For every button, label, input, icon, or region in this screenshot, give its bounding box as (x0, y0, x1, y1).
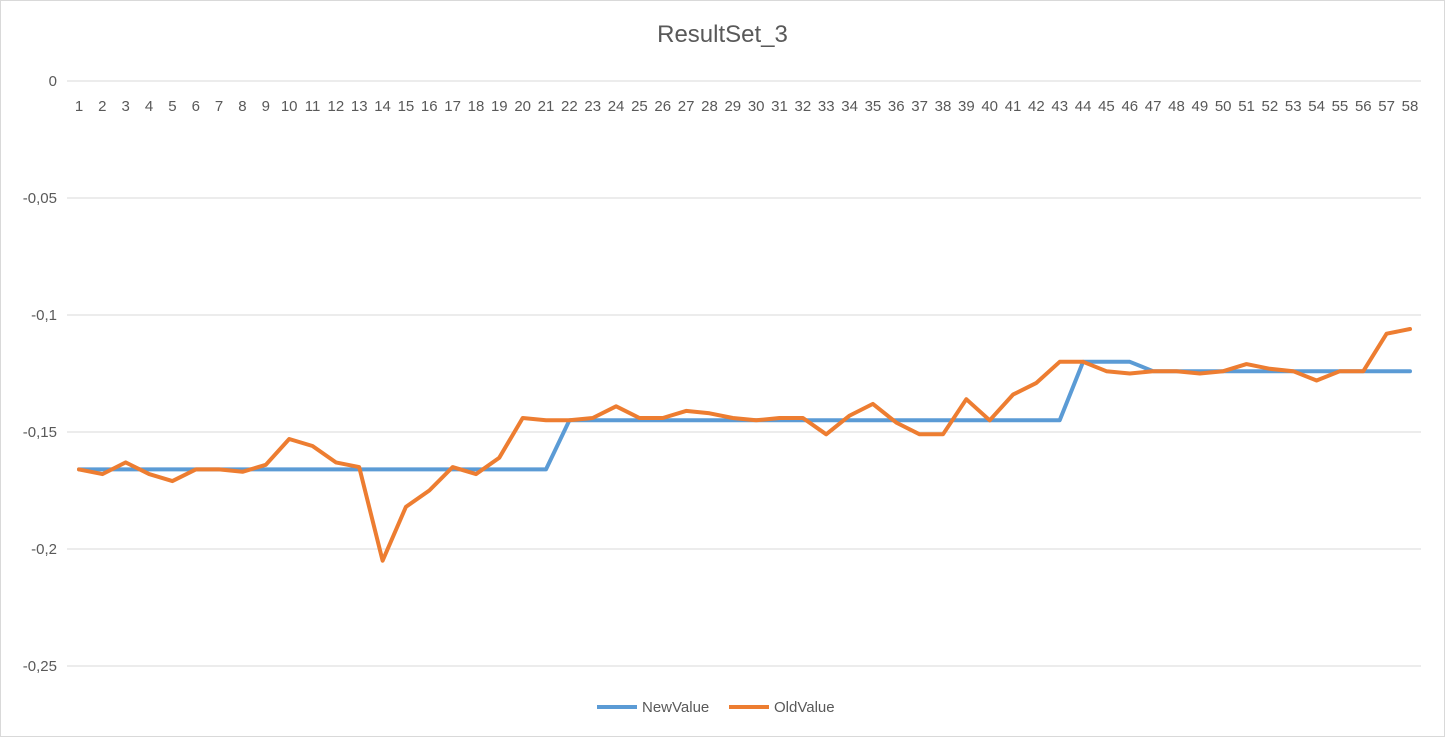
y-tick-label: -0,2 (31, 541, 57, 558)
x-tick-label: 10 (281, 98, 298, 115)
x-tick-label: 47 (1145, 98, 1162, 115)
x-tick-label: 57 (1378, 98, 1395, 115)
series-line-oldvalue (77, 327, 1412, 563)
x-tick-label: 25 (631, 98, 648, 115)
x-tick-label: 11 (305, 98, 321, 115)
x-tick-label: 27 (678, 98, 695, 115)
x-tick-label: 32 (795, 98, 812, 115)
x-tick-label: 6 (192, 98, 200, 115)
x-tick-label: 9 (262, 98, 270, 115)
x-tick-label: 29 (724, 98, 741, 115)
x-tick-label: 40 (981, 98, 998, 115)
x-tick-label: 4 (145, 98, 153, 115)
x-tick-label: 50 (1215, 98, 1232, 115)
x-tick-label: 31 (771, 98, 788, 115)
x-tick-label: 1 (75, 98, 83, 115)
x-tick-label: 30 (748, 98, 765, 115)
y-tick-label: 0 (49, 73, 57, 90)
x-tick-label: 43 (1051, 98, 1068, 115)
legend-label-oldvalue: OldValue (774, 699, 835, 716)
x-tick-label: 52 (1262, 98, 1279, 115)
x-tick-label: 26 (654, 98, 671, 115)
x-tick-label: 2 (98, 98, 106, 115)
x-tick-label: 28 (701, 98, 718, 115)
x-tick-label: 36 (888, 98, 905, 115)
x-tick-label: 14 (374, 98, 391, 115)
x-tick-label: 22 (561, 98, 578, 115)
x-tick-label: 21 (538, 98, 555, 115)
x-tick-label: 33 (818, 98, 835, 115)
x-tick-label: 7 (215, 98, 223, 115)
x-tick-label: 12 (328, 98, 345, 115)
x-tick-label: 23 (584, 98, 601, 115)
y-tick-label: -0,15 (23, 424, 57, 441)
x-tick-label: 18 (468, 98, 485, 115)
x-tick-label: 39 (958, 98, 975, 115)
x-tick-label: 8 (238, 98, 246, 115)
x-tick-label: 37 (911, 98, 928, 115)
x-tick-label: 38 (935, 98, 952, 115)
x-tick-label: 17 (444, 98, 461, 115)
x-tick-label: 34 (841, 98, 858, 115)
x-tick-label: 41 (1005, 98, 1022, 115)
x-tick-label: 55 (1332, 98, 1349, 115)
x-tick-label: 35 (865, 98, 882, 115)
y-tick-label: -0,05 (23, 190, 57, 207)
x-tick-label: 56 (1355, 98, 1372, 115)
x-tick-label: 42 (1028, 98, 1045, 115)
x-tick-label: 45 (1098, 98, 1115, 115)
x-tick-label: 15 (398, 98, 415, 115)
x-tick-label: 48 (1168, 98, 1185, 115)
x-tick-label: 49 (1191, 98, 1208, 115)
x-tick-label: 19 (491, 98, 508, 115)
x-tick-label: 44 (1075, 98, 1092, 115)
x-tick-label: 46 (1121, 98, 1138, 115)
x-tick-label: 51 (1238, 98, 1255, 115)
x-tick-label: 16 (421, 98, 438, 115)
chart-title: ResultSet_3 (657, 21, 788, 48)
x-tick-label: 53 (1285, 98, 1302, 115)
x-tick-label: 24 (608, 98, 625, 115)
x-tick-label: 58 (1402, 98, 1419, 115)
x-tick-label: 20 (514, 98, 531, 115)
x-tick-label: 13 (351, 98, 368, 115)
legend-label-newvalue: NewValue (642, 699, 709, 716)
y-tick-label: -0,25 (23, 658, 57, 675)
x-tick-label: 54 (1308, 98, 1325, 115)
y-tick-label: -0,1 (31, 307, 57, 324)
x-tick-label: 3 (122, 98, 130, 115)
x-tick-label: 5 (168, 98, 176, 115)
